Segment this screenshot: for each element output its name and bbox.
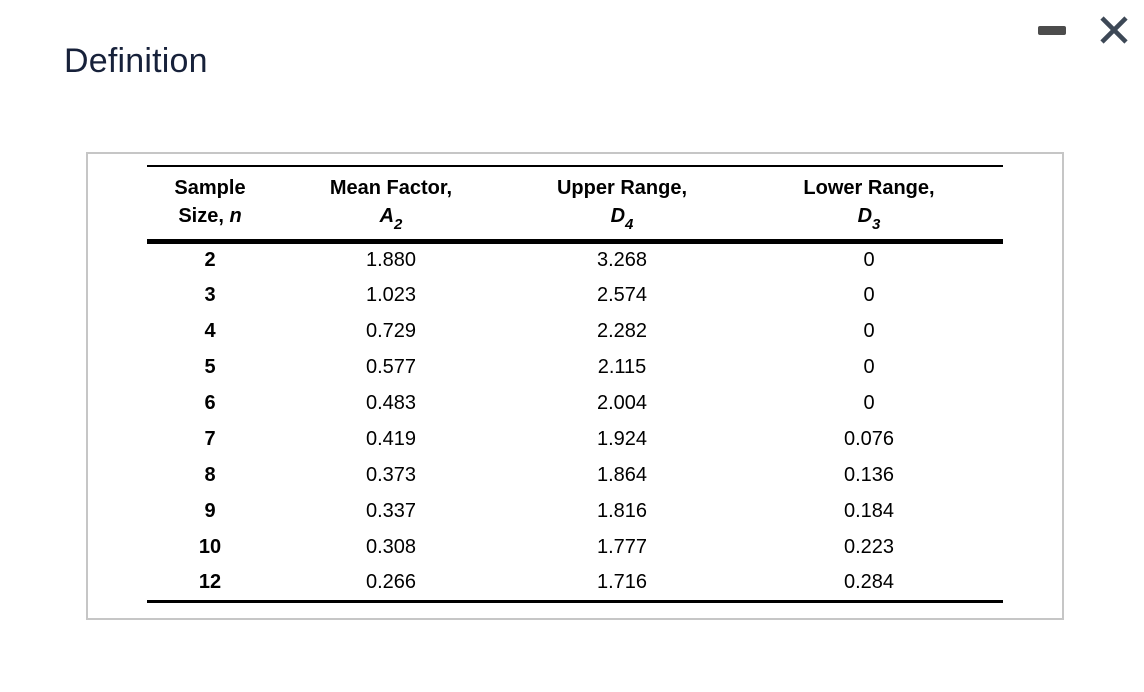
cell-sample-size: 2: [204, 249, 216, 272]
minimize-icon: [1038, 25, 1066, 35]
cell-lower-range: 0.184: [843, 500, 895, 522]
table-row: 2 1.880 3.268 0: [147, 242, 1003, 278]
cell-mean-factor: 1.880: [365, 249, 417, 272]
window-controls: [1032, 10, 1134, 50]
cell-sample-size: 6: [204, 392, 216, 414]
col-header-line1: Upper Range,: [556, 177, 688, 199]
table-header: Sample Size, n Mean Factor, A2 Upper Ran…: [147, 166, 1003, 244]
cell-sample-size: 9: [204, 500, 216, 522]
cell-lower-range: 0.136: [843, 464, 895, 486]
cell-lower-range: 0: [863, 320, 875, 342]
cell-lower-range: 0: [863, 249, 875, 272]
cell-upper-range: 2.282: [596, 320, 648, 342]
cell-lower-range: 0.223: [843, 536, 895, 558]
col-header-line2: A2: [379, 205, 403, 233]
cell-sample-size: 4: [204, 320, 216, 342]
close-icon: [1098, 14, 1130, 46]
close-button[interactable]: [1094, 10, 1134, 50]
col-header-line1: Sample: [174, 177, 246, 199]
table-row: 7 0.419 1.924 0.076: [147, 422, 1003, 458]
cell-mean-factor: 0.373: [365, 464, 417, 486]
cell-mean-factor: 1.023: [365, 284, 417, 306]
definition-content-panel: Sample Size, n Mean Factor, A2 Upper Ran…: [86, 152, 1064, 620]
cell-mean-factor: 0.483: [365, 392, 417, 414]
control-chart-constants-table: Sample Size, n Mean Factor, A2 Upper Ran…: [147, 165, 1003, 603]
table-row: 5 0.577 2.115 0: [147, 350, 1003, 386]
cell-upper-range: 2.574: [596, 284, 648, 306]
table-row: 10 0.308 1.777 0.223: [147, 530, 1003, 566]
cell-mean-factor: 0.337: [365, 500, 417, 522]
cell-lower-range: 0: [863, 356, 875, 378]
col-header-upper-range: Upper Range, D4: [509, 166, 735, 244]
cell-mean-factor: 0.419: [365, 428, 417, 450]
cell-lower-range: 0: [863, 284, 875, 306]
col-header-line1: Mean Factor,: [329, 177, 453, 199]
cell-mean-factor: 0.266: [365, 571, 417, 594]
cell-lower-range: 0.076: [843, 428, 895, 450]
col-header-line1: Lower Range,: [803, 177, 935, 199]
col-header-sample-size: Sample Size, n: [147, 166, 273, 244]
cell-sample-size: 10: [198, 536, 222, 558]
dialog-title: Definition: [64, 42, 208, 80]
col-header-line2: D4: [610, 205, 634, 233]
cell-upper-range: 1.716: [596, 571, 648, 594]
cell-lower-range: 0.284: [843, 571, 895, 594]
table-row: 6 0.483 2.004 0: [147, 386, 1003, 422]
cell-sample-size: 5: [204, 356, 216, 378]
cell-sample-size: 7: [204, 428, 216, 450]
col-header-mean-factor: Mean Factor, A2: [273, 166, 509, 244]
cell-upper-range: 2.115: [597, 356, 647, 378]
cell-sample-size: 3: [204, 284, 216, 306]
cell-upper-range: 1.924: [596, 428, 648, 450]
cell-upper-range: 1.777: [596, 536, 648, 558]
cell-lower-range: 0: [863, 392, 875, 414]
table-row: 9 0.337 1.816 0.184: [147, 494, 1003, 530]
cell-sample-size: 12: [198, 571, 222, 594]
cell-mean-factor: 0.729: [365, 320, 417, 342]
col-header-line2: Size, n: [178, 205, 242, 227]
cell-mean-factor: 0.308: [365, 536, 417, 558]
col-header-line2: D3: [857, 205, 881, 233]
minimize-button[interactable]: [1032, 10, 1072, 50]
cell-upper-range: 3.268: [596, 249, 648, 272]
table-row: 8 0.373 1.864 0.136: [147, 458, 1003, 494]
table-row: 4 0.729 2.282 0: [147, 314, 1003, 350]
cell-upper-range: 1.864: [596, 464, 648, 486]
table-row: 3 1.023 2.574 0: [147, 278, 1003, 314]
cell-sample-size: 8: [204, 464, 216, 486]
col-header-lower-range: Lower Range, D3: [735, 166, 1003, 244]
cell-upper-range: 1.816: [596, 500, 648, 522]
cell-upper-range: 2.004: [596, 392, 648, 414]
cell-mean-factor: 0.577: [365, 356, 417, 378]
table-row: 12 0.266 1.716 0.284: [147, 566, 1003, 602]
table-body: 2 1.880 3.268 0 3 1.023 2.574 0 4 0.729 …: [147, 242, 1003, 602]
